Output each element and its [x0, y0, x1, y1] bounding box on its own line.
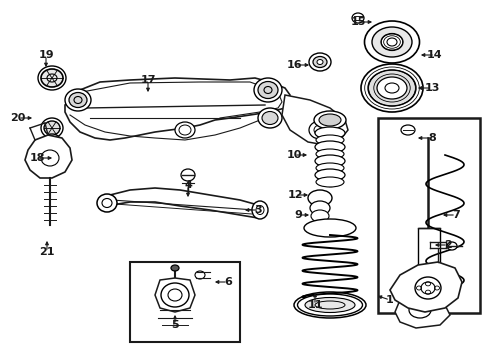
- Ellipse shape: [315, 177, 343, 187]
- Text: 16: 16: [286, 60, 302, 70]
- Ellipse shape: [262, 112, 278, 125]
- Ellipse shape: [314, 169, 345, 181]
- Text: 15: 15: [349, 17, 365, 27]
- Text: 9: 9: [293, 210, 301, 220]
- Ellipse shape: [316, 59, 323, 64]
- Ellipse shape: [258, 108, 282, 128]
- Ellipse shape: [69, 93, 87, 108]
- Ellipse shape: [175, 122, 195, 138]
- Text: 21: 21: [39, 247, 55, 257]
- Ellipse shape: [297, 294, 362, 316]
- Ellipse shape: [414, 277, 440, 299]
- Text: 6: 6: [224, 277, 231, 287]
- Ellipse shape: [65, 89, 91, 111]
- Text: 8: 8: [427, 133, 435, 143]
- Ellipse shape: [376, 77, 406, 99]
- Text: 17: 17: [140, 75, 156, 85]
- Polygon shape: [389, 262, 461, 312]
- Text: 18: 18: [29, 153, 45, 163]
- Ellipse shape: [351, 13, 363, 23]
- Text: 7: 7: [451, 210, 459, 220]
- Text: 5: 5: [171, 320, 179, 330]
- Ellipse shape: [314, 127, 345, 139]
- Ellipse shape: [308, 121, 330, 139]
- Polygon shape: [394, 293, 449, 328]
- Ellipse shape: [315, 163, 343, 173]
- Ellipse shape: [171, 265, 179, 271]
- Ellipse shape: [380, 33, 402, 50]
- Ellipse shape: [315, 135, 343, 145]
- Polygon shape: [155, 278, 195, 312]
- Text: 4: 4: [183, 180, 192, 190]
- Ellipse shape: [41, 69, 63, 87]
- Ellipse shape: [310, 210, 328, 222]
- Text: 2: 2: [443, 240, 451, 250]
- Ellipse shape: [315, 149, 343, 159]
- Ellipse shape: [364, 21, 419, 63]
- Ellipse shape: [258, 81, 278, 99]
- Text: 10: 10: [286, 150, 301, 160]
- Text: 1: 1: [386, 295, 393, 305]
- Text: 11: 11: [306, 300, 322, 310]
- Bar: [130, 262, 240, 342]
- Ellipse shape: [446, 242, 456, 250]
- Text: 12: 12: [286, 190, 302, 200]
- Ellipse shape: [314, 155, 345, 167]
- Ellipse shape: [309, 201, 329, 215]
- Text: 14: 14: [427, 50, 442, 60]
- Polygon shape: [282, 95, 347, 145]
- Ellipse shape: [400, 125, 414, 135]
- Ellipse shape: [44, 121, 60, 135]
- Bar: [377, 118, 479, 313]
- Text: 13: 13: [424, 83, 439, 93]
- Text: 19: 19: [38, 50, 54, 60]
- Ellipse shape: [360, 64, 422, 112]
- Text: 3: 3: [254, 205, 261, 215]
- Ellipse shape: [367, 70, 415, 106]
- Ellipse shape: [181, 169, 195, 181]
- Polygon shape: [65, 78, 289, 140]
- Polygon shape: [25, 135, 72, 178]
- Text: 20: 20: [10, 113, 26, 123]
- Ellipse shape: [308, 53, 330, 71]
- Ellipse shape: [44, 134, 60, 146]
- Ellipse shape: [305, 297, 354, 312]
- Ellipse shape: [371, 27, 411, 57]
- Ellipse shape: [38, 66, 66, 90]
- Ellipse shape: [97, 194, 117, 212]
- Ellipse shape: [304, 219, 355, 237]
- Ellipse shape: [41, 118, 63, 138]
- Ellipse shape: [195, 271, 204, 279]
- Ellipse shape: [168, 289, 182, 301]
- Ellipse shape: [312, 57, 326, 68]
- Polygon shape: [105, 188, 262, 218]
- Ellipse shape: [251, 201, 267, 219]
- Ellipse shape: [253, 78, 282, 102]
- Ellipse shape: [314, 141, 345, 153]
- Ellipse shape: [307, 190, 331, 206]
- Bar: [417, 228, 439, 293]
- Ellipse shape: [313, 111, 346, 129]
- Ellipse shape: [318, 114, 340, 126]
